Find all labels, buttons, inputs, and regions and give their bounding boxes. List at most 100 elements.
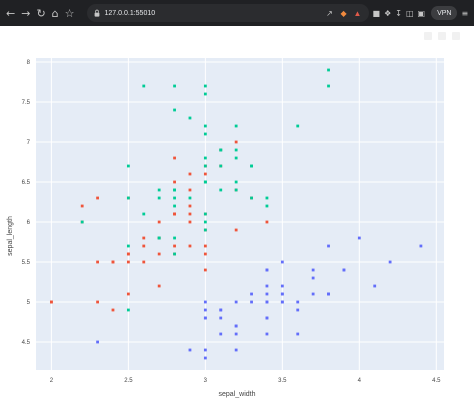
scatter-point[interactable] <box>357 236 361 240</box>
scatter-point[interactable] <box>188 188 192 192</box>
scatter-point[interactable] <box>173 204 176 208</box>
scatter-point[interactable] <box>126 252 130 256</box>
reload-icon[interactable]: ↻ <box>36 6 46 20</box>
scatter-point[interactable] <box>234 300 238 304</box>
scatter-point[interactable] <box>111 260 115 264</box>
back-icon[interactable]: ← <box>6 6 16 20</box>
scatter-point[interactable] <box>188 172 192 176</box>
scatter-point[interactable] <box>173 156 176 160</box>
scatter-point[interactable] <box>173 252 176 256</box>
scatter-point[interactable] <box>280 260 284 264</box>
scatter-point[interactable] <box>188 220 192 224</box>
scatter-point[interactable] <box>311 292 315 296</box>
scatter-point[interactable] <box>250 164 253 168</box>
scatter-point[interactable] <box>173 212 176 216</box>
scatter-point[interactable] <box>203 220 207 224</box>
scatter-point[interactable] <box>265 220 269 224</box>
scatter-point[interactable] <box>296 300 300 304</box>
scatter-point[interactable] <box>96 340 99 344</box>
scatter-point[interactable] <box>203 124 207 128</box>
scatter-point[interactable] <box>203 132 207 136</box>
scatter-point[interactable] <box>327 84 330 88</box>
scatter-point[interactable] <box>157 220 161 224</box>
scatter-point[interactable] <box>157 284 161 288</box>
scatter-point[interactable] <box>142 260 146 264</box>
scatter-point[interactable] <box>234 180 238 184</box>
scatter-point[interactable] <box>203 156 207 160</box>
scatter-point[interactable] <box>157 236 161 240</box>
forward-icon[interactable]: → <box>21 6 31 20</box>
home-icon[interactable]: ⌂ <box>51 6 59 20</box>
scatter-point[interactable] <box>96 260 99 264</box>
scatter-point[interactable] <box>142 236 146 240</box>
modebar-pan-icon[interactable] <box>452 32 460 40</box>
scatter-point[interactable] <box>188 116 192 120</box>
puzzle-icon[interactable]: ❖ <box>384 8 392 18</box>
scatter-point[interactable] <box>188 196 192 200</box>
scatter-point[interactable] <box>203 228 207 232</box>
download-icon[interactable]: ↧ <box>395 8 402 18</box>
scatter-point[interactable] <box>203 84 207 88</box>
scatter-point[interactable] <box>280 284 284 288</box>
share-icon[interactable]: ↗ <box>326 8 333 18</box>
menu-icon[interactable]: ≡ <box>461 8 469 18</box>
scatter-point[interactable] <box>219 188 223 192</box>
scatter-point[interactable] <box>203 172 207 176</box>
scatter-point[interactable] <box>311 276 315 280</box>
scatter-point[interactable] <box>311 268 315 272</box>
scatter-point[interactable] <box>111 308 115 312</box>
sidebar-icon[interactable]: ◫ <box>405 8 414 18</box>
bookmark-icon[interactable]: ☆ <box>64 6 75 20</box>
modebar-zoom-icon[interactable] <box>438 32 446 40</box>
scatter-point[interactable] <box>126 196 130 200</box>
scatter-point[interactable] <box>142 244 146 248</box>
scatter-point[interactable] <box>203 308 207 312</box>
scatter-point[interactable] <box>157 252 161 256</box>
scatter-point[interactable] <box>234 140 238 144</box>
scatter-point[interactable] <box>188 212 192 216</box>
scatter-point[interactable] <box>173 196 176 200</box>
shield-icon[interactable]: ◆ <box>340 8 347 18</box>
scatter-point[interactable] <box>80 204 84 208</box>
scatter-point[interactable] <box>203 92 207 96</box>
scatter-point[interactable] <box>265 204 269 208</box>
scatter-point[interactable] <box>203 252 207 256</box>
wallet-icon[interactable]: ▣ <box>417 8 426 18</box>
scatter-point[interactable] <box>296 124 300 128</box>
scatter-point[interactable] <box>203 212 207 216</box>
scatter-point[interactable] <box>250 300 253 304</box>
scatter-point[interactable] <box>265 332 269 336</box>
scatter-point[interactable] <box>173 108 176 112</box>
scatter-point[interactable] <box>234 332 238 336</box>
scatter-point[interactable] <box>173 180 176 184</box>
alert-icon[interactable]: ▲ <box>353 8 362 18</box>
scatter-point[interactable] <box>265 284 269 288</box>
scatter-point[interactable] <box>157 188 161 192</box>
scatter-point[interactable] <box>173 244 176 248</box>
scatter-point[interactable] <box>250 292 253 296</box>
scatter-point[interactable] <box>80 220 84 224</box>
scatter-point[interactable] <box>234 228 238 232</box>
scatter-point[interactable] <box>173 84 176 88</box>
scatter-point[interactable] <box>327 292 330 296</box>
scatter-point[interactable] <box>188 244 192 248</box>
scatter-point[interactable] <box>203 356 207 360</box>
scatter-point[interactable] <box>188 204 192 208</box>
scatter-point[interactable] <box>234 324 238 328</box>
scatter-point[interactable] <box>296 308 300 312</box>
scatter-point[interactable] <box>265 300 269 304</box>
scatter-point[interactable] <box>126 164 130 168</box>
scatter-point[interactable] <box>173 236 176 240</box>
scatter-point[interactable] <box>280 292 284 296</box>
scatter-point[interactable] <box>219 148 223 152</box>
scatter-point[interactable] <box>250 196 253 200</box>
scatter-point[interactable] <box>327 244 330 248</box>
scatter-point[interactable] <box>265 196 269 200</box>
scatter-point[interactable] <box>173 188 176 192</box>
extension-icon[interactable]: ■ <box>372 8 381 18</box>
scatter-point[interactable] <box>234 348 238 352</box>
scatter-point[interactable] <box>265 316 269 320</box>
scatter-point[interactable] <box>419 244 423 248</box>
scatter-point[interactable] <box>49 300 53 304</box>
scatter-point[interactable] <box>234 148 238 152</box>
